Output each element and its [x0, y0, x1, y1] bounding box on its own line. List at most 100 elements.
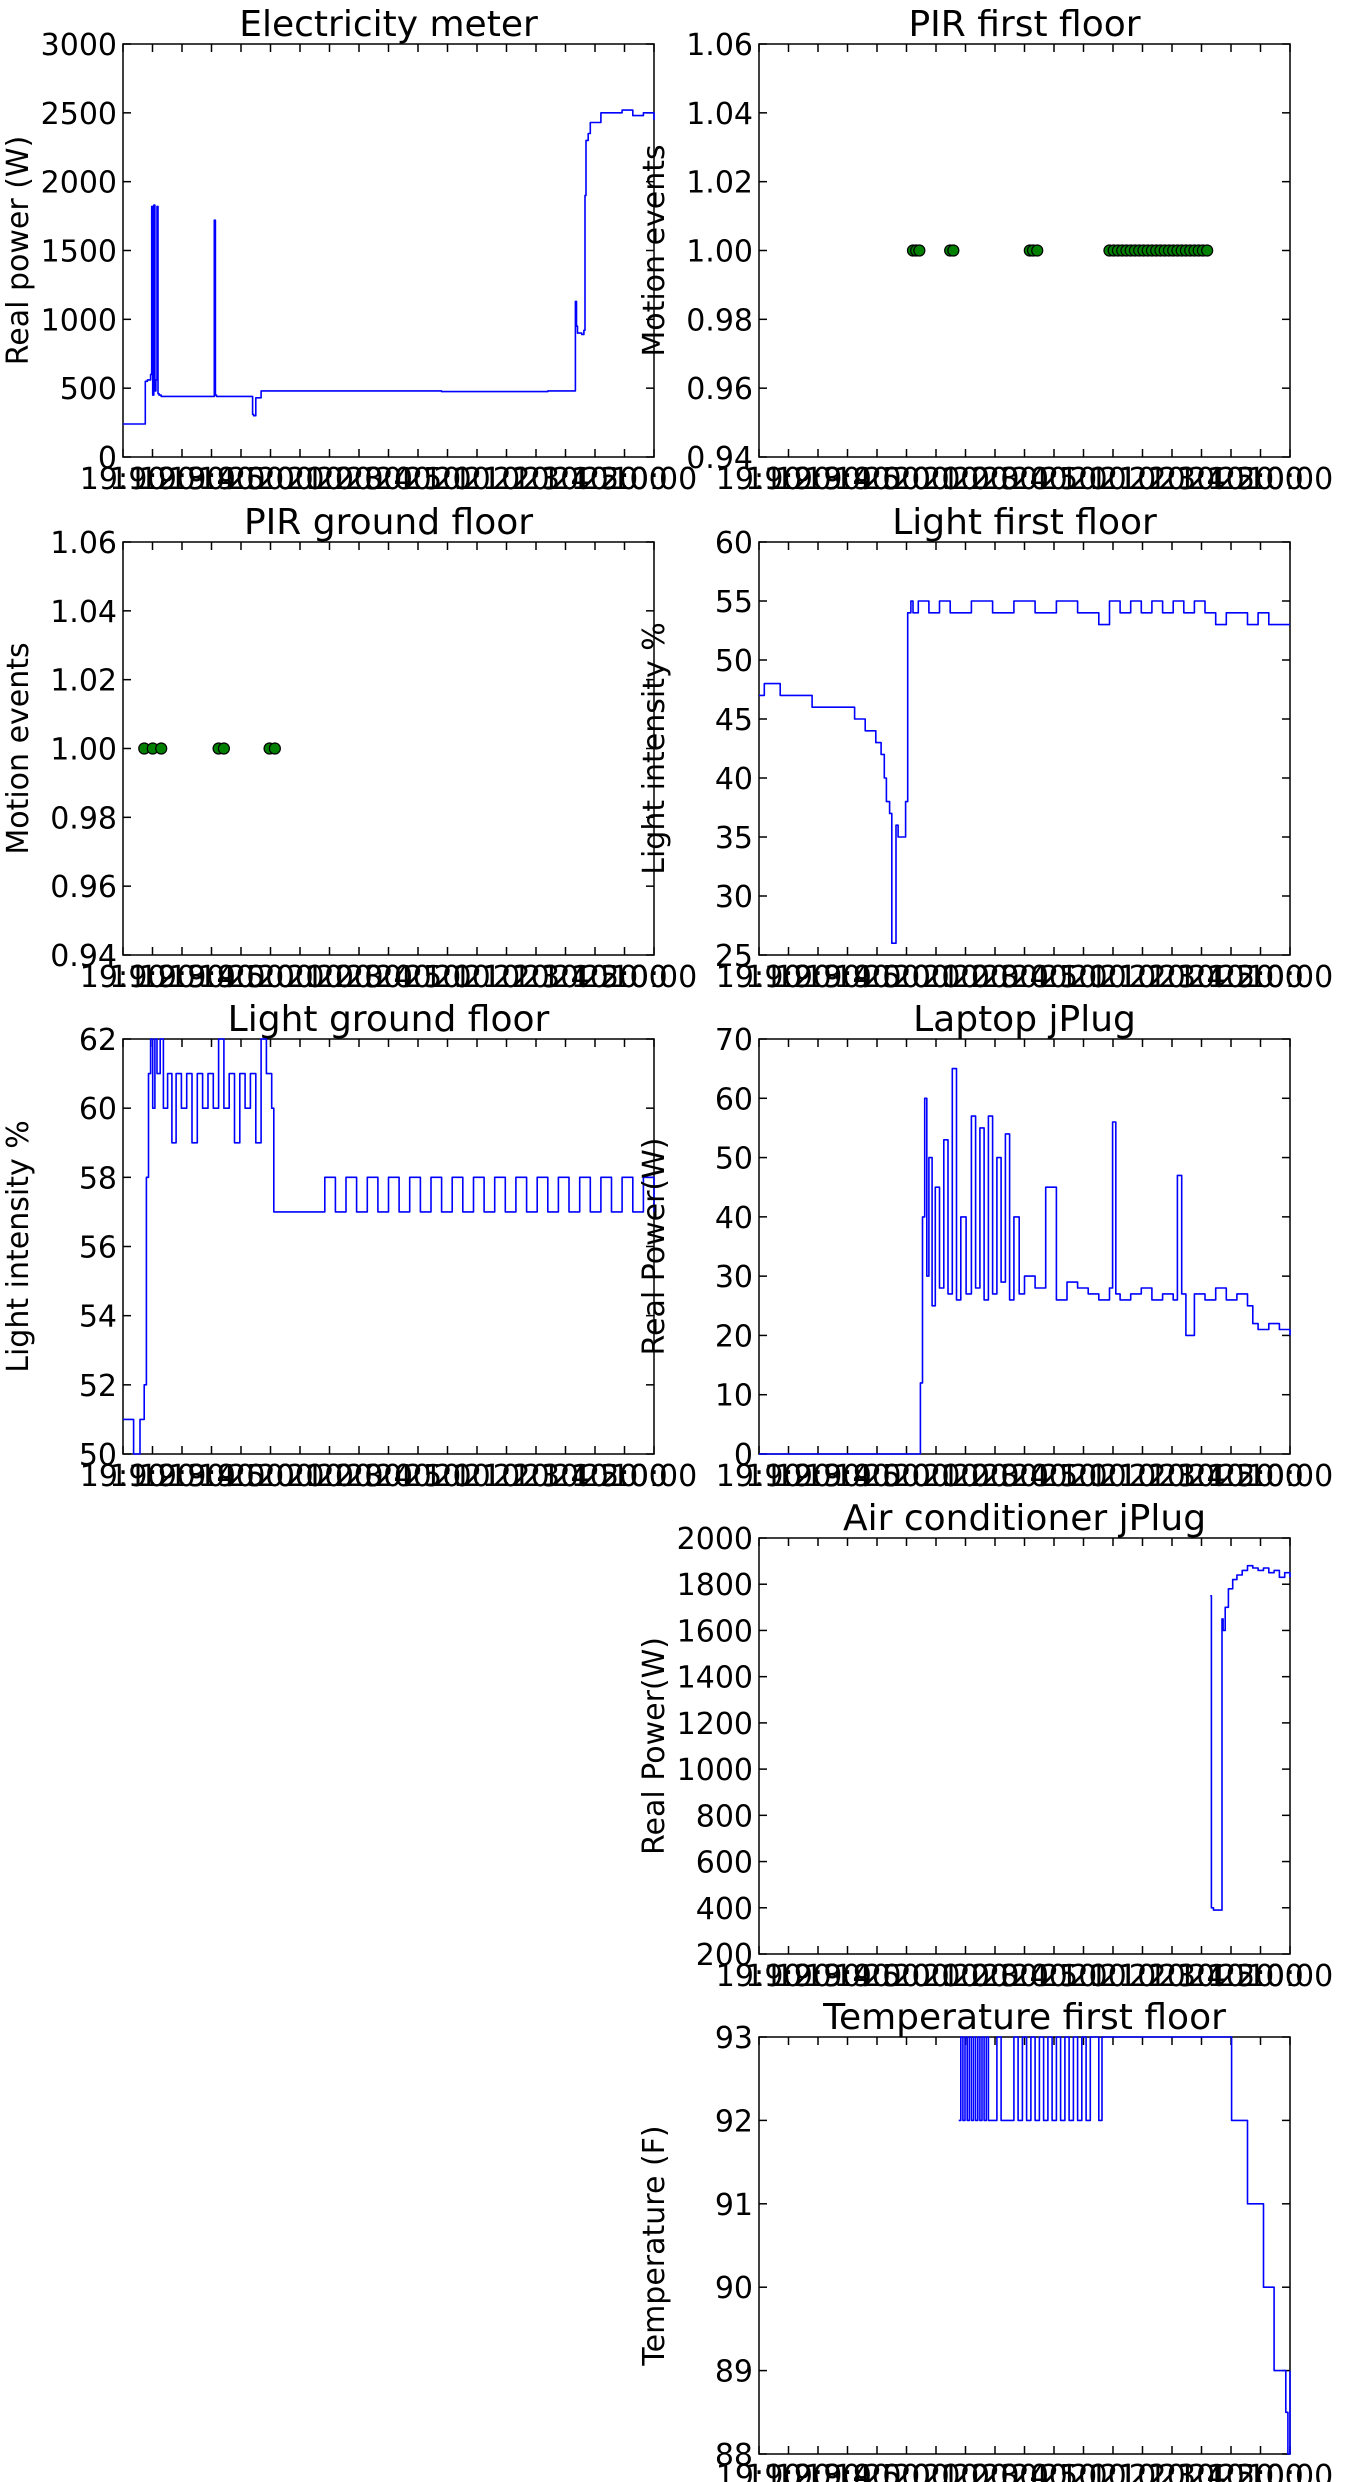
y-tick-label: 40 — [715, 762, 753, 797]
x-tick-label: 20:30 — [316, 1459, 402, 1494]
x-tick-label: 19:40 — [804, 960, 890, 995]
y-tick-label: 1.06 — [686, 28, 753, 63]
x-tick-label: 20:40 — [981, 2459, 1067, 2482]
x-tick-label: 10:00 — [1247, 960, 1333, 995]
data-point — [155, 742, 168, 755]
x-tick-label: 20:50 — [1011, 1959, 1097, 1994]
x-tick-label: 20:00 — [227, 1459, 313, 1494]
x-tick-label: 21:00 — [1040, 1459, 1126, 1494]
x-tick-label: 19:50 — [834, 462, 920, 497]
x-tick-label: 21:50 — [552, 1459, 638, 1494]
x-tick-label: 21:20 — [1099, 1959, 1185, 1994]
y-tick-label: 0.98 — [686, 303, 753, 338]
chart-panel-pir-first: PIR first floor 0.94 0.96 0.98 1.00 1.02 1.04 1… — [637, 4, 1333, 497]
x-tick-label: 21:50 — [1188, 2459, 1274, 2482]
x-tick-label: 21:30 — [493, 462, 579, 497]
x-tick-label: 19:50 — [834, 2459, 920, 2482]
x-tick-label: 20:50 — [1011, 960, 1097, 995]
x-tick-label: 20:30 — [316, 462, 402, 497]
y-tick-label: 90 — [715, 2271, 753, 2306]
y-tick-label: 25 — [715, 939, 753, 974]
y-tick-label: 1500 — [41, 235, 117, 270]
x-tick-label: 19:40 — [804, 1459, 890, 1494]
x-tick-label: 20:30 — [952, 960, 1038, 995]
x-tick-label: 20:20 — [922, 2459, 1008, 2482]
data-point — [1031, 244, 1044, 257]
y-tick-label: 55 — [715, 585, 753, 620]
x-tick-label: 19:20 — [109, 1459, 195, 1494]
data-point — [1201, 244, 1214, 257]
x-tick-label: 10:00 — [1247, 462, 1333, 497]
chart-panel-laptop: Laptop jPlug 0 10 20 30 40 50 60 70 Real Power(W)… — [637, 999, 1333, 1494]
x-tick-label: 21:10 — [1070, 2459, 1156, 2482]
chart-title: Light ground floor — [228, 999, 550, 1040]
x-tick-label: 19:50 — [198, 960, 284, 995]
y-tick-label: 0.98 — [50, 801, 117, 836]
y-tick-label: 1.06 — [50, 526, 117, 561]
x-tick-label: 10:00 — [1247, 1959, 1333, 1994]
x-tick-label: 19:30 — [775, 960, 861, 995]
chart-panel-pir-ground: PIR ground floor 0.94 0.96 0.98 1.00 1.02 1.04… — [1, 502, 697, 995]
x-tick-label: 19:20 — [109, 462, 195, 497]
x-tick-label: 21:40 — [522, 1459, 608, 1494]
x-tick-label: 20:10 — [893, 960, 979, 995]
x-tick-label: 19:20 — [745, 1459, 831, 1494]
x-tick-label: 19:10 — [80, 960, 166, 995]
x-tick-label: 21:30 — [1129, 1459, 1215, 1494]
x-tick-label: 20:20 — [922, 1459, 1008, 1494]
x-tick-label: 19:20 — [745, 2459, 831, 2482]
x-tick-label: 19:10 — [80, 462, 166, 497]
y-tick-label: 1000 — [41, 303, 117, 338]
x-tick-label: 10:00 — [1247, 1459, 1333, 1494]
x-tick-label: 10:00 — [611, 1459, 697, 1494]
x-tick-label: 19:50 — [834, 960, 920, 995]
x-tick-label: 21:30 — [493, 1459, 579, 1494]
x-tick-label: 19:30 — [139, 462, 225, 497]
x-tick-label: 20:00 — [863, 1459, 949, 1494]
x-tick-label: 20:00 — [227, 960, 313, 995]
x-tick-label: 21:10 — [434, 960, 520, 995]
x-tick-label: 21:10 — [1070, 960, 1156, 995]
x-tick-label: 19:30 — [775, 1459, 861, 1494]
x-tick-label: 19:20 — [745, 462, 831, 497]
x-tick-label: 19:20 — [109, 960, 195, 995]
x-tick-label: 22:00 — [581, 1459, 667, 1494]
x-tick-label: 20:30 — [952, 2459, 1038, 2482]
x-tick-label: 20:40 — [345, 462, 431, 497]
x-tick-label: 20:20 — [922, 1959, 1008, 1994]
y-tick-label: 1400 — [677, 1661, 753, 1696]
x-tick-label: 22:00 — [1217, 1959, 1303, 1994]
x-tick-label: 21:50 — [1188, 960, 1274, 995]
x-tick-label: 20:20 — [286, 1459, 372, 1494]
y-tick-label: 1.04 — [50, 595, 117, 630]
x-tick-label: 20:50 — [375, 1459, 461, 1494]
x-tick-label: 21:30 — [1129, 462, 1215, 497]
x-tick-label: 21:30 — [1129, 1959, 1215, 1994]
plot-area — [758, 1537, 1291, 1955]
x-tick-label: 19:50 — [198, 1459, 284, 1494]
x-tick-label: 21:20 — [1099, 462, 1185, 497]
x-tick-label: 20:10 — [257, 1459, 343, 1494]
x-tick-label: 20:20 — [922, 462, 1008, 497]
x-tick-label: 19:40 — [168, 462, 254, 497]
y-tick-label: 500 — [60, 372, 117, 407]
y-tick-label: 50 — [715, 644, 753, 679]
chart-title: Electricity meter — [239, 4, 538, 45]
y-tick-label: 30 — [715, 1260, 753, 1295]
series-line — [123, 109, 655, 425]
x-tick-label: 21:10 — [1070, 1959, 1156, 1994]
x-tick-label: 21:20 — [1099, 1459, 1185, 1494]
y-axis-label: Temperature (F) — [637, 2125, 672, 2366]
y-tick-label: 92 — [715, 2104, 753, 2139]
x-tick-label: 19:30 — [775, 1959, 861, 1994]
x-tick-label: 20:50 — [1011, 2459, 1097, 2482]
x-tick-label: 20:10 — [893, 462, 979, 497]
series-line — [1210, 1564, 1291, 1911]
y-tick-label: 20 — [715, 1319, 753, 1354]
x-tick-label: 19:10 — [716, 462, 802, 497]
data-point — [268, 742, 281, 755]
x-tick-label: 21:30 — [1129, 960, 1215, 995]
y-tick-label: 50 — [79, 1438, 117, 1473]
y-tick-label: 10 — [715, 1379, 753, 1414]
x-tick-label: 20:30 — [952, 1459, 1038, 1494]
